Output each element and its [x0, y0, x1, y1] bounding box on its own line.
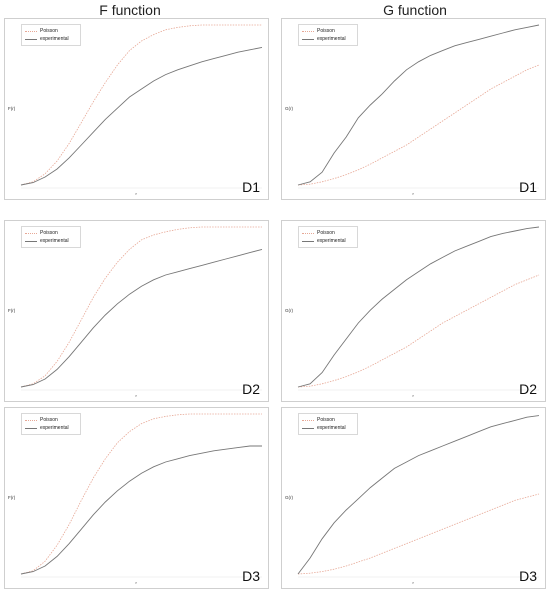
g-function-title: G function: [383, 2, 447, 18]
legend-swatch-experimental: [25, 39, 37, 40]
legend-label-poisson: Poisson: [317, 230, 335, 236]
legend-label-experimental: experimental: [317, 36, 346, 42]
legend: Poisson experimental: [298, 24, 358, 46]
f-function-title: F function: [99, 2, 161, 18]
chart-plot-g-d1: [297, 24, 540, 189]
legend-swatch-experimental: [302, 39, 314, 40]
legend-entry-poisson: Poisson: [25, 229, 79, 237]
experimental-series-line: [20, 46, 263, 186]
y-axis-label: F(r): [8, 308, 16, 313]
legend-label-poisson: Poisson: [317, 28, 335, 34]
poisson-series-line: [297, 493, 540, 575]
poisson-series-line: [20, 226, 262, 388]
legend: Poisson experimental: [21, 226, 81, 248]
legend-label-experimental: experimental: [40, 238, 69, 244]
poisson-series-line: [20, 24, 262, 186]
legend-swatch-experimental: [25, 241, 37, 242]
chart-plot-f-d3: [20, 413, 262, 578]
chart-panel-g-d3: G(r) r Poisson experimental D3: [281, 407, 546, 589]
y-axis-label: F(r): [8, 495, 16, 500]
legend-label-experimental: experimental: [317, 238, 346, 244]
legend-entry-experimental: experimental: [302, 35, 356, 43]
dataset-label: D3: [519, 568, 537, 584]
experimental-series-line: [297, 226, 540, 388]
legend-swatch-poisson: [302, 233, 314, 234]
chart-plot-g-d3: [297, 415, 540, 578]
x-axis-label: r: [412, 191, 414, 196]
chart-plot-f-d1: [20, 24, 263, 189]
chart-panel-g-d1: G(r) r Poisson experimental D1: [281, 18, 546, 200]
legend-entry-poisson: Poisson: [302, 416, 356, 424]
legend-entry-poisson: Poisson: [302, 229, 356, 237]
legend-entry-poisson: Poisson: [302, 27, 356, 35]
legend-label-poisson: Poisson: [317, 417, 335, 423]
y-axis-label: G(r): [285, 308, 293, 313]
experimental-series-line: [297, 24, 540, 186]
chart-panel-f-d2: F(r) r Poisson experimental D2: [4, 220, 269, 402]
chart-plot-g-d2: [297, 226, 540, 391]
legend-swatch-poisson: [25, 420, 37, 421]
poisson-series-line: [297, 64, 540, 186]
poisson-series-line: [20, 413, 262, 575]
poisson-series-line: [297, 274, 540, 388]
dataset-label: D2: [519, 381, 537, 397]
legend: Poisson experimental: [21, 24, 81, 46]
legend-entry-experimental: experimental: [25, 35, 79, 43]
legend-swatch-poisson: [25, 31, 37, 32]
legend-label-poisson: Poisson: [40, 28, 58, 34]
legend-entry-experimental: experimental: [302, 237, 356, 245]
legend-label-poisson: Poisson: [40, 230, 58, 236]
chart-panel-f-d1: F(r) r Poisson experimental D1: [4, 18, 269, 200]
legend-entry-poisson: Poisson: [25, 416, 79, 424]
y-axis-label: G(r): [285, 106, 293, 111]
legend-swatch-experimental: [25, 428, 37, 429]
legend-entry-experimental: experimental: [302, 424, 356, 432]
legend: Poisson experimental: [21, 413, 81, 435]
legend-swatch-poisson: [25, 233, 37, 234]
legend-label-experimental: experimental: [40, 425, 69, 431]
legend-entry-experimental: experimental: [25, 237, 79, 245]
legend-swatch-experimental: [302, 428, 314, 429]
chart-plot-f-d2: [20, 226, 263, 391]
dataset-label: D1: [242, 179, 260, 195]
legend: Poisson experimental: [298, 226, 358, 248]
legend-label-experimental: experimental: [40, 36, 69, 42]
x-axis-label: r: [135, 580, 137, 585]
legend-label-poisson: Poisson: [40, 417, 58, 423]
experimental-series-line: [20, 445, 262, 575]
legend-swatch-poisson: [302, 420, 314, 421]
dataset-label: D1: [519, 179, 537, 195]
y-axis-label: F(r): [8, 106, 16, 111]
y-axis-label: G(r): [285, 495, 293, 500]
chart-panel-g-d2: G(r) r Poisson experimental D2: [281, 220, 546, 402]
legend: Poisson experimental: [298, 413, 358, 435]
legend-swatch-poisson: [302, 31, 314, 32]
x-axis-label: r: [135, 393, 137, 398]
dataset-label: D2: [242, 381, 260, 397]
experimental-series-line: [297, 415, 540, 575]
x-axis-label: r: [412, 580, 414, 585]
x-axis-label: r: [412, 393, 414, 398]
chart-panel-f-d3: F(r) r Poisson experimental D3: [4, 407, 269, 589]
dataset-label: D3: [242, 568, 260, 584]
legend-entry-experimental: experimental: [25, 424, 79, 432]
x-axis-label: r: [135, 191, 137, 196]
legend-swatch-experimental: [302, 241, 314, 242]
legend-label-experimental: experimental: [317, 425, 346, 431]
legend-entry-poisson: Poisson: [25, 27, 79, 35]
experimental-series-line: [20, 248, 263, 388]
